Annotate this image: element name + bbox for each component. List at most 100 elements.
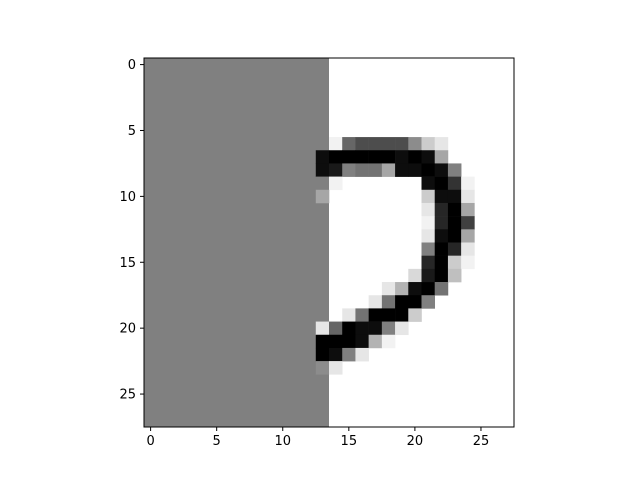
pixel-cell [434,282,449,296]
pixel-cell [342,137,356,151]
pixel-cell [381,150,396,164]
pixel-cell [329,150,343,164]
pixel-cell [421,189,436,204]
pixel-cell [355,347,369,362]
pixel-cell [342,347,356,362]
x-tick-label: 0 [146,434,154,449]
pixel-cell [368,163,383,177]
pixel-cell [355,334,369,349]
x-tick-label: 20 [407,434,424,449]
pixel-cell [381,308,396,322]
pixel-cell [461,229,475,243]
pixel-cell [421,229,436,243]
pixel-cell [368,137,383,151]
pixel-cell [434,137,449,151]
pixel-cell [355,321,369,336]
pixel-layer [144,58,475,427]
pixel-cell [447,229,462,243]
x-tick-label: 15 [341,434,358,449]
pixel-cell [434,255,449,270]
pixel-cell [329,176,343,191]
pixel-cell [315,321,330,336]
pixel-cell [395,308,409,322]
pixel-cell [408,150,422,164]
pixel-cell [342,321,356,336]
pixel-cell [434,242,449,256]
pixel-cell [461,216,475,230]
pixel-cell [315,347,330,362]
pixel-cell [315,163,330,177]
pixel-cell [434,268,449,283]
pixel-cell [434,163,449,177]
pixel-cell [461,189,475,204]
pixel-cell [315,150,330,164]
pixel-cell [421,137,436,151]
pixel-cell [381,282,396,296]
pixel-cell [329,163,343,177]
pixel-cell [329,361,343,375]
pixel-cell [447,189,462,204]
pixel-cell [461,242,475,256]
pixel-cell [421,282,436,296]
pixel-cell [434,150,449,164]
pixel-cell [408,295,422,309]
pixel-cell [421,202,436,217]
pixel-cell [461,255,475,270]
y-tick-label: 20 [119,322,136,337]
pixel-cell [434,176,449,191]
pixel-cell [381,137,396,151]
x-axis: 0 5 10 15 20 25 [146,427,489,449]
pixel-cell [421,268,436,283]
y-tick-label: 25 [119,388,136,403]
pixel-cell [447,255,462,270]
y-tick-label: 5 [128,124,136,139]
pixel-cell [355,163,369,177]
pixel-cell [355,308,369,322]
x-tick-label: 5 [213,434,221,449]
pixel-cell [395,321,409,336]
plot-frame [143,57,515,428]
pixel-cell [434,229,449,243]
pixel-cell [395,282,409,296]
pixel-cell [461,202,475,217]
pixel-cell [395,295,409,309]
pixel-cell [395,163,409,177]
pixel-cell [421,255,436,270]
pixel-cell [329,347,343,362]
pixel-cell [434,202,449,217]
masked-region [144,58,329,427]
pixel-cell [421,295,436,309]
y-axis: 0 5 10 15 20 25 [119,58,144,403]
pixel-cell [408,268,422,283]
y-tick-label: 15 [119,256,136,271]
pixel-cell [395,137,409,151]
y-tick-label: 10 [119,190,136,205]
pixel-cell [368,334,383,349]
pixel-cell [381,295,396,309]
pixel-cell [447,202,462,217]
pixel-cell [421,163,436,177]
pixel-cell [447,242,462,256]
pixel-cell [447,268,462,283]
pixel-cell [342,334,356,349]
pixel-cell [315,334,330,349]
pixel-cell [342,150,356,164]
pixel-cell [329,334,343,349]
pixel-cell [315,361,330,375]
pixel-cell [315,176,330,191]
pixel-cell [329,321,343,336]
pixel-cell [381,163,396,177]
pixel-cell [329,137,343,151]
pixel-cell [355,137,369,151]
pixel-cell [368,150,383,164]
pixel-cell [355,150,369,164]
pixel-cell [408,163,422,177]
pixel-cell [434,189,449,204]
pixel-cell [368,308,383,322]
pixel-cell [421,242,436,256]
y-tick-label: 0 [128,58,136,73]
pixel-cell [408,137,422,151]
pixel-cell [434,216,449,230]
x-tick-label: 10 [274,434,291,449]
pixel-cell [461,176,475,191]
